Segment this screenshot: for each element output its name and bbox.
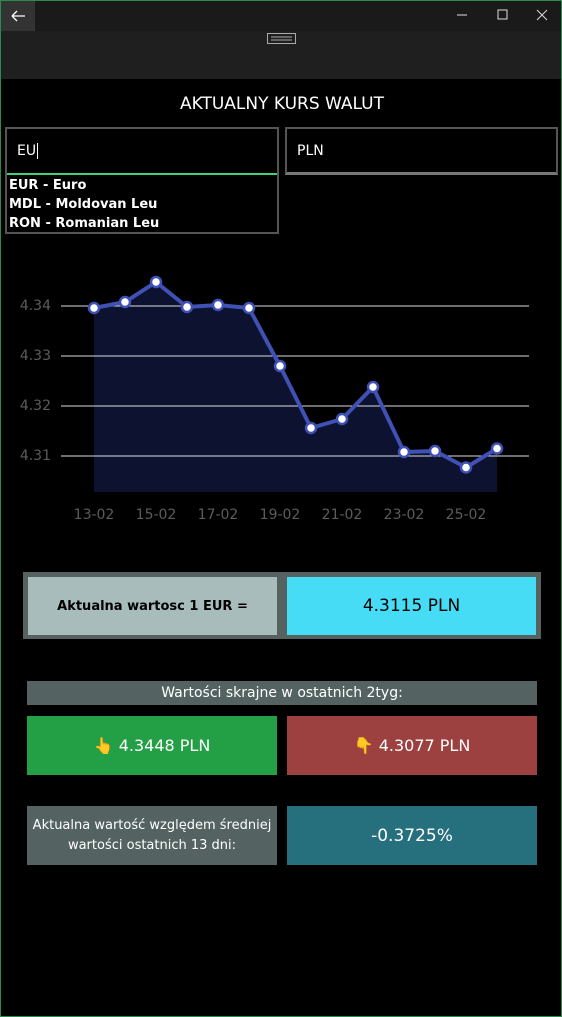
max-value: 4.3448 PLN: [118, 736, 211, 755]
min-box: 👇 4.3077 PLN: [287, 716, 537, 775]
y-tick-label: 4.32: [20, 398, 51, 414]
from-input[interactable]: EU: [7, 129, 277, 175]
point: [87, 301, 101, 315]
back-button[interactable]: [1, 1, 35, 31]
x-tick-label: 13-02: [74, 507, 115, 523]
point: [180, 300, 194, 314]
suggestion[interactable]: EUR - Euro: [9, 178, 87, 193]
current-label: Aktualna wartosc 1 EUR =: [28, 577, 277, 635]
point: [459, 461, 473, 474]
to-input[interactable]: PLN: [285, 127, 558, 175]
suggestion[interactable]: RON - Romanian Leu: [9, 216, 160, 231]
max-box: 👆 4.3448 PLN: [27, 716, 277, 775]
window-controls[interactable]: [441, 1, 561, 31]
chart: 4.31 4.32 4.33 4.34 13-02 15-02 17-02 19-02 21-0…: [20, 275, 529, 523]
x-tick-label: 15-02: [136, 507, 177, 523]
y-tick-label: 4.31: [20, 448, 51, 464]
point: [490, 442, 504, 455]
title-bar: [1, 1, 561, 31]
y-tick-label: 4.34: [20, 298, 51, 314]
x-tick-label: 17-02: [198, 507, 239, 523]
area: [94, 282, 497, 492]
suggestion[interactable]: MDL - Moldovan Leu: [9, 197, 158, 212]
page-title: AKTUALNY KURS WALUT: [180, 94, 384, 114]
current-value: 4.3115 PLN: [287, 577, 536, 635]
x-tick-label: 23-02: [384, 507, 425, 523]
suggestion-list: EUR - Euro MDL - Moldovan Leu RON - Romani…: [7, 176, 277, 233]
x-tick-label: 21-02: [322, 507, 363, 523]
point: [335, 412, 349, 426]
app-bar: [1, 31, 561, 79]
y-tick-label: 4.33: [20, 348, 51, 364]
point: [118, 295, 132, 309]
from-combo[interactable]: EU EUR - Euro MDL - Moldovan Leu RON - Rom…: [5, 127, 279, 234]
min-icon: 👇: [353, 736, 374, 755]
point: [397, 445, 411, 459]
x-tick-label: 19-02: [260, 507, 301, 523]
caret: [37, 143, 39, 159]
point: [273, 359, 287, 373]
menu-handle[interactable]: [267, 33, 297, 45]
min-value: 4.3077 PLN: [378, 736, 471, 755]
max-icon: 👆: [93, 736, 114, 755]
point: [428, 444, 442, 458]
input-text: EU: [17, 143, 37, 159]
point: [211, 298, 225, 312]
point: [242, 301, 256, 315]
point: [304, 421, 318, 435]
point: [149, 275, 163, 289]
extremes-title: Wartości skrajne w ostatnich 2tyg:: [27, 681, 537, 705]
point: [366, 380, 380, 394]
average-label: Aktualna wartość względem średniej warto…: [27, 806, 277, 865]
x-tick-label: 25-02: [446, 507, 487, 523]
average-value: -0.3725%: [287, 806, 537, 865]
